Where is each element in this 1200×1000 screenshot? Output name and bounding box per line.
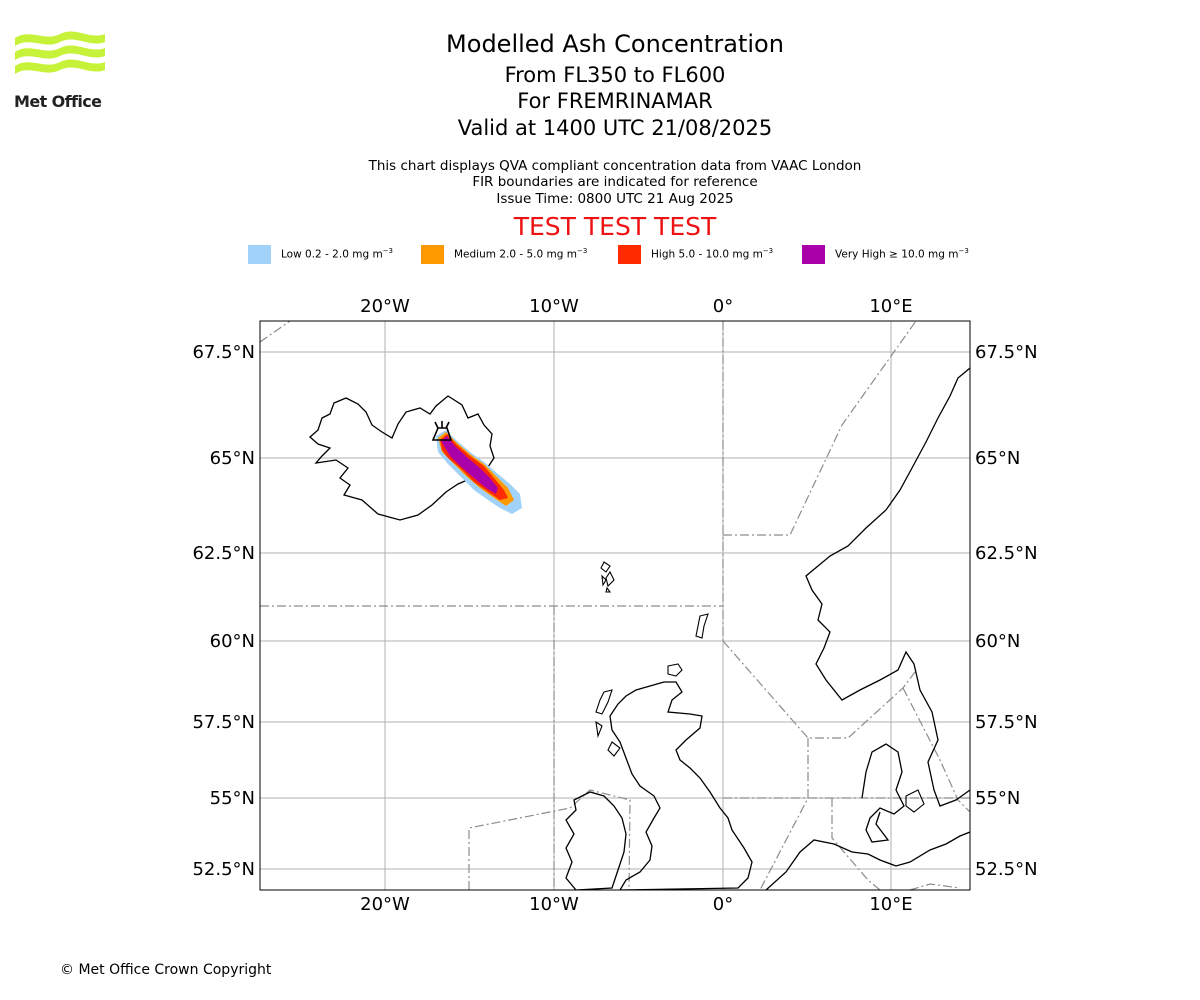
continental-coastline xyxy=(765,831,970,890)
iceland-coastline xyxy=(309,395,495,521)
legend-label-very-high: Very High ≥ 10.0 mg m−3 xyxy=(835,247,969,261)
met-office-wordmark: Met Office xyxy=(14,92,102,111)
lon-label-bottom-10w: 10°W xyxy=(529,894,579,915)
note-qva: This chart displays QVA compliant concen… xyxy=(368,158,862,174)
lat-label-right-60n: 60°N xyxy=(975,631,1020,652)
lat-label-left-55n: 55°N xyxy=(210,788,255,809)
legend-item-medium: Medium 2.0 - 5.0 mg m−3 xyxy=(421,244,587,264)
volcano-name: For FREMRINAMAR xyxy=(517,89,713,113)
lat-labels-left: 67.5°N 65°N 62.5°N 60°N 57.5°N 55°N 52.5… xyxy=(192,342,255,880)
legend-label-medium: Medium 2.0 - 5.0 mg m−3 xyxy=(454,247,588,261)
scandinavia-coastline xyxy=(805,367,970,807)
legend-item-low: Low 0.2 - 2.0 mg m−3 xyxy=(248,244,393,264)
zealand xyxy=(905,789,925,813)
lat-label-right-65n: 65°N xyxy=(975,448,1020,469)
lon-label-top-10e: 10°E xyxy=(869,296,912,317)
lon-label-top-20w: 20°W xyxy=(360,296,410,317)
lon-label-bottom-10e: 10°E xyxy=(869,894,912,915)
lat-label-left-62-5n: 62.5°N xyxy=(192,543,255,564)
test-banner: TEST TEST TEST xyxy=(513,212,717,241)
lon-label-bottom-0: 0° xyxy=(713,894,733,915)
lon-labels-top: 20°W 10°W 0° 10°E xyxy=(360,296,912,317)
chart-title: Modelled Ash Concentration xyxy=(446,30,784,58)
legend-swatch-high xyxy=(618,244,641,264)
ireland-coastline xyxy=(565,791,627,890)
issue-time: Issue Time: 0800 UTC 21 Aug 2025 xyxy=(496,191,734,207)
lat-label-right-52-5n: 52.5°N xyxy=(975,859,1038,880)
legend-item-high: High 5.0 - 10.0 mg m−3 xyxy=(618,244,773,264)
legend-label-low: Low 0.2 - 2.0 mg m−3 xyxy=(281,247,394,261)
volcano-triangle-icon xyxy=(431,421,453,441)
faroe-islands xyxy=(600,561,615,593)
met-office-logo xyxy=(15,31,105,74)
lat-label-left-52-5n: 52.5°N xyxy=(192,859,255,880)
flight-level-range: From FL350 to FL600 xyxy=(504,63,726,87)
lon-label-top-0: 0° xyxy=(713,296,733,317)
denmark-coastline xyxy=(861,743,905,843)
hebrides xyxy=(595,689,621,757)
legend-swatch-low xyxy=(248,244,271,264)
legend-swatch-medium xyxy=(421,244,444,264)
map-frame xyxy=(259,320,971,891)
lat-label-left-60n: 60°N xyxy=(210,631,255,652)
lat-label-right-62-5n: 62.5°N xyxy=(975,543,1038,564)
lon-label-bottom-20w: 20°W xyxy=(360,894,410,915)
lat-label-right-67-5n: 67.5°N xyxy=(975,342,1038,363)
lon-label-top-10w: 10°W xyxy=(529,296,579,317)
fir-boundaries xyxy=(260,321,970,890)
legend-swatch-very-high xyxy=(802,244,825,264)
orkney xyxy=(667,663,683,677)
great-britain-coastline xyxy=(609,681,753,890)
lat-label-left-67-5n: 67.5°N xyxy=(192,342,255,363)
lon-labels-bottom: 20°W 10°W 0° 10°E xyxy=(360,894,912,915)
lat-labels-right: 67.5°N 65°N 62.5°N 60°N 57.5°N 55°N 52.5… xyxy=(975,342,1038,880)
ash-very-high-zone xyxy=(441,436,498,494)
lat-label-right-57-5n: 57.5°N xyxy=(975,712,1038,733)
valid-time: Valid at 1400 UTC 21/08/2025 xyxy=(457,116,773,140)
legend-item-very-high: Very High ≥ 10.0 mg m−3 xyxy=(802,244,969,264)
lat-label-left-65n: 65°N xyxy=(210,448,255,469)
lat-label-right-55n: 55°N xyxy=(975,788,1020,809)
lat-label-left-57-5n: 57.5°N xyxy=(192,712,255,733)
copyright-footer: © Met Office Crown Copyright xyxy=(60,962,272,978)
legend-label-high: High 5.0 - 10.0 mg m−3 xyxy=(651,247,774,261)
ash-plume xyxy=(436,430,522,514)
shetland xyxy=(695,613,709,639)
note-fir: FIR boundaries are indicated for referen… xyxy=(472,174,758,190)
